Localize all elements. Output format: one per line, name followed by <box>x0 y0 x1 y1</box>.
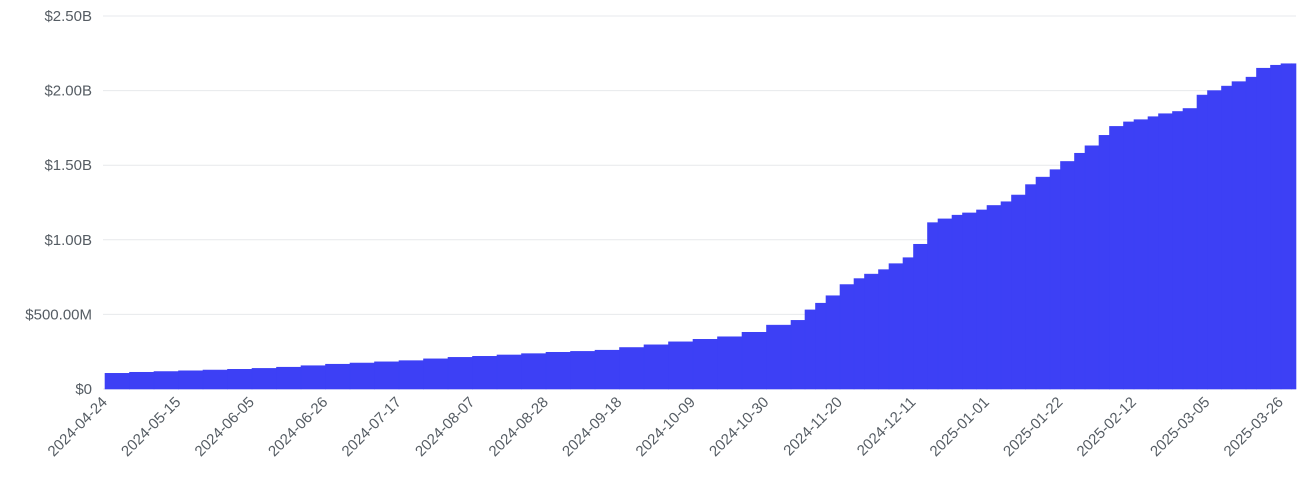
bar-33 <box>853 278 865 390</box>
x-tick-label-5: 2024-08-07 <box>412 394 478 460</box>
y-tick-label-4: $2.00B <box>44 83 92 100</box>
x-tick-label-11: 2024-12-11 <box>854 394 919 459</box>
x-tick-label-2: 2024-06-05 <box>192 394 258 460</box>
bar-50 <box>1060 161 1075 390</box>
x-tick-label-10: 2024-11-20 <box>780 394 845 459</box>
x-tick-label-1: 2024-05-15 <box>118 394 184 460</box>
y-tick-label-1: $500.00M <box>25 306 92 323</box>
y-tick-label-2: $1.00B <box>44 232 92 249</box>
bar-56 <box>1133 119 1149 390</box>
x-tick-label-8: 2024-10-09 <box>633 394 699 460</box>
x-tick-label-16: 2025-03-26 <box>1221 394 1287 460</box>
bar-49 <box>1049 169 1061 390</box>
bar-42 <box>962 212 977 390</box>
x-tick-label-14: 2025-02-12 <box>1074 394 1140 460</box>
bar-24 <box>692 339 718 390</box>
x-tick-label-7: 2024-09-18 <box>559 394 625 460</box>
bar-69 <box>1291 63 1297 390</box>
bar-18 <box>545 351 571 390</box>
x-tick-label-12: 2025-01-01 <box>927 394 993 460</box>
bar-45 <box>1000 201 1012 390</box>
bar-61 <box>1196 94 1208 390</box>
bar-30 <box>815 302 827 390</box>
x-tick-label-9: 2024-10-30 <box>706 394 772 460</box>
bar-0 <box>104 373 130 390</box>
bar-9 <box>325 363 351 390</box>
y-axis: $0 $500.00M $1.00B $1.50B $2.00B $2.50B <box>25 8 92 398</box>
bar-63 <box>1221 85 1233 390</box>
bar-40 <box>937 218 953 390</box>
bar-5 <box>227 369 253 390</box>
y-tick-label-3: $1.50B <box>44 157 92 174</box>
bar-19 <box>570 351 596 390</box>
bar-65 <box>1245 76 1257 390</box>
y-tick-label-5: $2.50B <box>44 8 92 25</box>
bar-22 <box>643 344 669 390</box>
bar-15 <box>472 356 498 390</box>
bar-58 <box>1158 113 1173 390</box>
bar-36 <box>888 263 904 390</box>
bar-67 <box>1270 64 1282 390</box>
bar-11 <box>374 361 400 390</box>
bar-20 <box>594 349 620 390</box>
bar-3 <box>178 370 204 390</box>
x-tick-label-3: 2024-06-26 <box>265 394 331 460</box>
bar-4 <box>202 369 228 390</box>
bar-39 <box>927 222 939 390</box>
bar-57 <box>1147 116 1159 390</box>
bar-64 <box>1231 81 1247 390</box>
x-tick-label-0: 2024-04-24 <box>45 394 111 460</box>
bar-1 <box>129 371 155 390</box>
bar-21 <box>619 347 645 390</box>
x-tick-label-13: 2025-01-22 <box>1000 394 1066 460</box>
bar-13 <box>423 358 449 390</box>
bar-6 <box>251 368 277 390</box>
bar-37 <box>902 257 914 390</box>
bar-52 <box>1084 145 1100 390</box>
bar-59 <box>1172 111 1184 390</box>
bar-26 <box>741 331 767 390</box>
x-tick-label-6: 2024-08-28 <box>486 394 552 460</box>
x-tick-label-4: 2024-07-17 <box>339 394 405 460</box>
bar-34 <box>864 273 879 390</box>
bar-62 <box>1207 90 1222 390</box>
bar-29 <box>804 309 816 390</box>
bar-66 <box>1256 67 1271 390</box>
bar-17 <box>521 353 547 390</box>
bar-53 <box>1098 135 1110 390</box>
x-tick-label-15: 2025-03-05 <box>1147 394 1213 460</box>
bar-10 <box>349 362 375 390</box>
bar-54 <box>1109 126 1124 390</box>
bar-47 <box>1025 184 1037 390</box>
bar-55 <box>1123 121 1135 390</box>
bar-60 <box>1182 108 1198 390</box>
bar-2 <box>153 371 179 390</box>
bar-38 <box>913 243 928 390</box>
bar-43 <box>976 209 988 390</box>
bar-35 <box>878 269 890 390</box>
bar-8 <box>300 365 326 390</box>
bar-27 <box>766 324 792 390</box>
bar-25 <box>717 336 743 390</box>
bar-48 <box>1035 176 1051 390</box>
bar-32 <box>839 284 855 390</box>
bar-51 <box>1074 152 1086 390</box>
bar-41 <box>951 214 963 390</box>
bar-46 <box>1011 194 1026 390</box>
x-axis: 2024-04-24 2024-05-15 2024-06-05 2024-06-26… <box>45 394 1287 460</box>
bar-28 <box>790 320 806 390</box>
bar-68 <box>1280 63 1292 390</box>
bar-7 <box>276 366 302 390</box>
bar-23 <box>668 341 694 390</box>
y-tick-label-0: $0 <box>75 381 92 398</box>
bar-14 <box>447 357 473 390</box>
bar-12 <box>398 360 424 390</box>
bar-44 <box>986 205 1002 390</box>
bar-series <box>104 63 1297 390</box>
bar-31 <box>825 295 841 390</box>
bar-16 <box>496 354 522 390</box>
